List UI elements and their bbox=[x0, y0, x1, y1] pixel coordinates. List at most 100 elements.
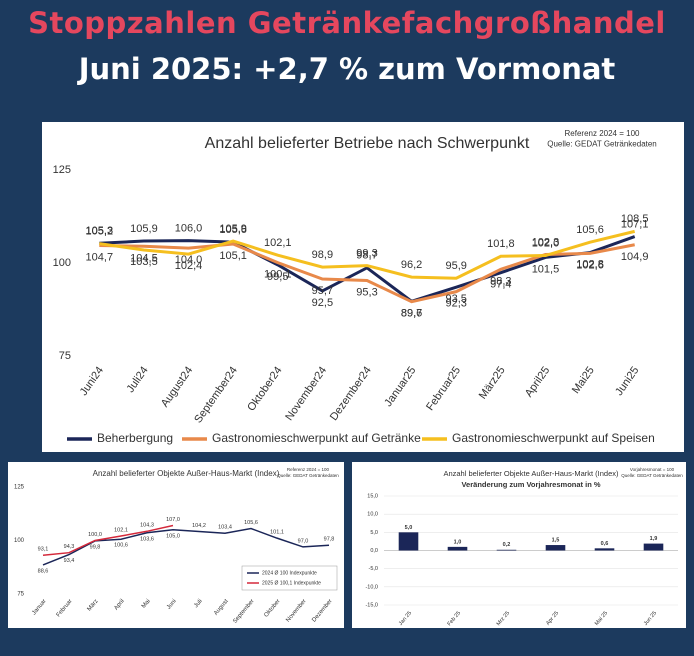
data-label: 5,0 bbox=[405, 525, 413, 531]
x-tick-label: Januar bbox=[31, 598, 47, 616]
data-label: 101,5 bbox=[532, 263, 560, 275]
data-label: 102,0 bbox=[532, 237, 560, 249]
y-tick-label: 5,0 bbox=[370, 530, 378, 536]
line-series bbox=[42, 524, 174, 557]
data-label: 89,6 bbox=[401, 308, 422, 320]
chart: Anzahl belieferter Betriebe nach Schwerp… bbox=[42, 122, 684, 452]
x-tick-label: März bbox=[87, 598, 100, 612]
line-series bbox=[42, 527, 330, 566]
legend-label: Gastronomieschwerpunkt auf Getränke bbox=[212, 431, 421, 445]
y-tick-label: 75 bbox=[17, 592, 24, 598]
x-tick-label: Dezember bbox=[311, 598, 333, 623]
data-label: 101,8 bbox=[487, 238, 515, 250]
data-label: 98,9 bbox=[312, 249, 333, 261]
data-label: 99,3 bbox=[356, 247, 377, 259]
data-label: 107,1 bbox=[621, 218, 649, 230]
x-tick-label: Februar25 bbox=[424, 365, 463, 413]
bar bbox=[398, 532, 419, 551]
x-tick-label: Mai25 bbox=[570, 365, 597, 396]
annotation: Referenz 2024 = 100 bbox=[565, 129, 640, 138]
data-label: 1,5 bbox=[552, 538, 560, 544]
data-label: 105,9 bbox=[219, 223, 247, 235]
data-label: 95,7 bbox=[312, 285, 333, 297]
data-label: 101,1 bbox=[270, 530, 284, 536]
x-tick-label: August24 bbox=[159, 365, 195, 410]
y-tick-label: -10,0 bbox=[365, 584, 378, 590]
data-label: 100,1 bbox=[264, 269, 292, 281]
y-tick-label: 75 bbox=[59, 350, 71, 362]
data-label: 107,0 bbox=[166, 517, 180, 523]
data-label: 106,0 bbox=[175, 222, 203, 234]
y-tick-label: 125 bbox=[53, 164, 71, 176]
data-label: 102,8 bbox=[576, 259, 604, 271]
legend-label: 2025 Ø 100,1 Indexpunkte bbox=[262, 580, 321, 586]
page-subtitle: Juni 2025: +2,7 % zum Vormonat bbox=[78, 52, 616, 86]
data-label: 102,1 bbox=[114, 527, 128, 533]
data-label: 0,6 bbox=[601, 541, 609, 547]
x-tick-label: Mrz 25 bbox=[496, 610, 511, 627]
annotation: Vorjahresmonat = 100 bbox=[630, 467, 675, 472]
x-tick-label: Dezember24 bbox=[328, 365, 374, 423]
data-label: 93,4 bbox=[64, 558, 75, 564]
page-title: Stoppzahlen Getränkefachgroßhandel bbox=[28, 6, 666, 40]
x-tick-label: September24 bbox=[192, 365, 240, 426]
data-label: 100,0 bbox=[88, 532, 102, 538]
x-tick-label: Juni bbox=[166, 598, 178, 610]
x-tick-label: März25 bbox=[477, 365, 508, 402]
y-tick-label: 10,0 bbox=[367, 512, 378, 518]
x-tick-label: Mai bbox=[141, 598, 152, 609]
x-tick-label: August bbox=[213, 598, 230, 616]
bar bbox=[545, 545, 566, 551]
bar bbox=[594, 548, 615, 551]
data-label: 100,6 bbox=[114, 543, 128, 549]
data-label: 0,2 bbox=[503, 542, 511, 548]
x-tick-label: November24 bbox=[283, 365, 329, 423]
data-label: 92,5 bbox=[312, 297, 333, 309]
data-label: 105,1 bbox=[219, 250, 247, 262]
data-label: 93,1 bbox=[38, 547, 49, 553]
data-label: 102,1 bbox=[264, 237, 292, 249]
x-tick-label: September bbox=[232, 598, 255, 624]
legend-label: Gastronomieschwerpunkt auf Speisen bbox=[452, 431, 655, 445]
chart: Anzahl belieferter Objekte Außer-Haus-Ma… bbox=[8, 462, 344, 628]
data-label: 97,4 bbox=[490, 279, 511, 291]
y-tick-label: 100 bbox=[14, 538, 25, 544]
data-label: 96,2 bbox=[401, 259, 422, 271]
x-tick-label: Jun 25 bbox=[643, 610, 658, 627]
data-label: 105,9 bbox=[130, 223, 158, 235]
data-label: 105,6 bbox=[244, 520, 258, 526]
data-label: 88,6 bbox=[38, 568, 49, 574]
data-label: 102,4 bbox=[175, 260, 203, 272]
data-label: 95,3 bbox=[356, 286, 377, 298]
data-label: 95,9 bbox=[446, 260, 467, 272]
annotation: Quelle: GEDAT Getränkedaten bbox=[621, 473, 683, 478]
y-tick-label: -5,0 bbox=[369, 566, 378, 572]
x-tick-label: November bbox=[285, 598, 307, 623]
y-tick-label: 125 bbox=[14, 485, 25, 491]
legend-box bbox=[241, 565, 338, 591]
x-tick-label: April25 bbox=[523, 365, 552, 400]
bar bbox=[496, 549, 517, 551]
data-label: 102,3 bbox=[532, 236, 560, 248]
data-label: 1,0 bbox=[454, 539, 462, 545]
data-label: 104,9 bbox=[621, 251, 649, 263]
chart-title: Anzahl belieferter Objekte Außer-Haus-Ma… bbox=[93, 469, 280, 478]
y-tick-label: 0,0 bbox=[370, 548, 378, 554]
x-tick-label: Juni24 bbox=[78, 365, 106, 398]
x-tick-label: Oktober bbox=[263, 598, 281, 618]
data-label: 94,3 bbox=[64, 544, 75, 550]
data-label: 92,3 bbox=[446, 298, 467, 310]
data-label: 98,7 bbox=[356, 250, 377, 262]
x-tick-label: Jan 25 bbox=[398, 610, 413, 627]
data-label: 108,5 bbox=[621, 213, 649, 225]
data-label: 99,8 bbox=[90, 544, 101, 550]
line-series bbox=[99, 229, 636, 280]
bar bbox=[447, 546, 468, 551]
data-label: 1,9 bbox=[650, 536, 658, 542]
x-tick-label: Juli24 bbox=[124, 365, 150, 395]
y-tick-label: 100 bbox=[53, 257, 71, 269]
legend-label: 2024 Ø 100 Indexpunkte bbox=[262, 570, 317, 576]
data-label: 103,4 bbox=[218, 525, 232, 531]
x-tick-label: Juli bbox=[193, 598, 203, 609]
